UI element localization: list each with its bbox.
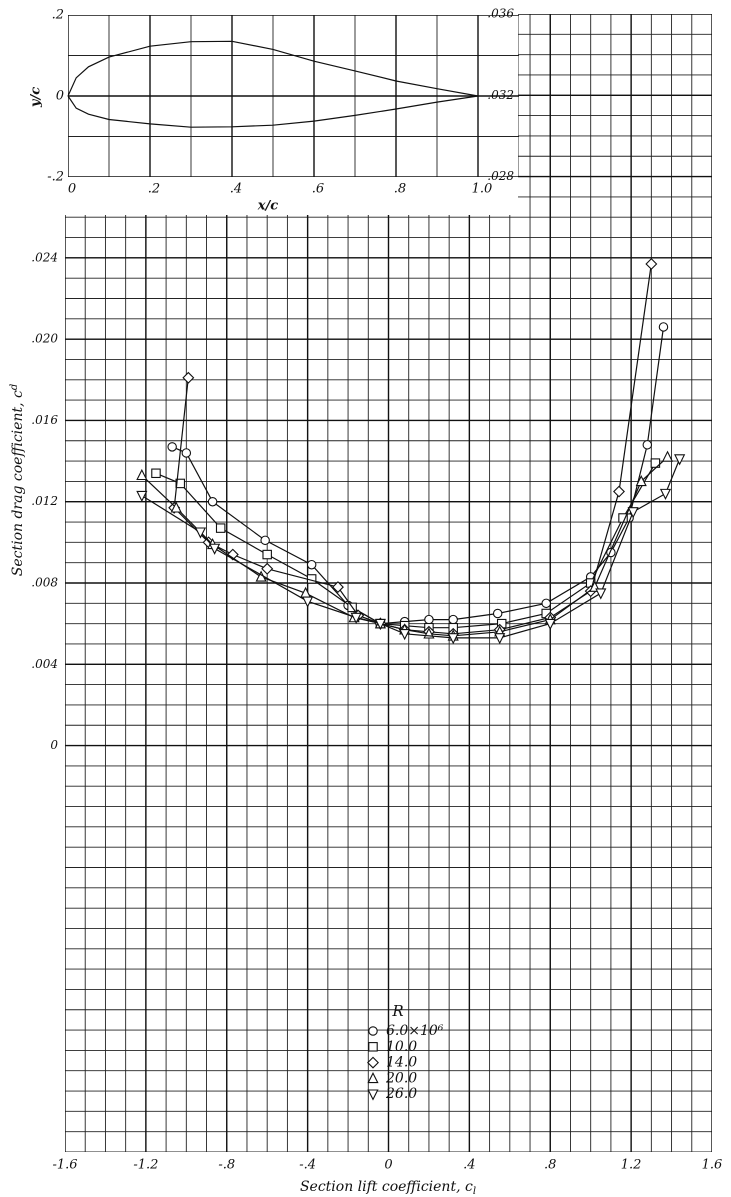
marker xyxy=(209,543,221,555)
marker xyxy=(367,1071,379,1084)
legend-item: 10.0 xyxy=(368,1039,417,1055)
marker xyxy=(302,596,314,608)
y-tick-label: .028 xyxy=(487,169,514,183)
marker xyxy=(331,581,344,594)
marker xyxy=(674,454,686,466)
marker xyxy=(541,598,551,609)
legend-item: 26.0 xyxy=(367,1086,417,1102)
marker xyxy=(492,608,503,619)
y-tick-label: .036 xyxy=(487,7,514,21)
marker xyxy=(659,488,672,501)
main-grid xyxy=(65,14,712,1152)
x-tick-label: 0 xyxy=(384,1158,392,1173)
series-line xyxy=(67,95,479,128)
x-axis-title: Section lift coefficient, cl xyxy=(300,1179,476,1197)
marker xyxy=(136,468,148,481)
marker xyxy=(262,549,272,560)
y-tick-label: .2 xyxy=(52,8,64,23)
inset-y-title: y/c xyxy=(29,87,44,108)
x-tick-label: .4 xyxy=(463,1158,475,1173)
y-tick-label: .004 xyxy=(31,657,58,671)
x-tick-label: .6 xyxy=(312,182,324,197)
marker xyxy=(642,440,653,450)
legend-title: R xyxy=(391,1002,403,1020)
x-tick-label: .8 xyxy=(544,1158,556,1173)
marker xyxy=(650,458,661,468)
marker xyxy=(658,322,669,332)
marker xyxy=(368,1042,378,1052)
x-tick-label: 1.0 xyxy=(472,182,493,197)
plot-layer: -1.6 -1.2 -.8 -.4 0 .4 .8 1.2 1.6 0 .004 .008 .012 .0… xyxy=(31,7,722,1173)
marker xyxy=(194,527,207,539)
marker xyxy=(226,548,239,561)
marker xyxy=(627,507,639,519)
legend-label: 26.0 xyxy=(385,1086,417,1102)
x-tick-label: .4 xyxy=(230,182,242,197)
legend-item: 6.0×10⁶ xyxy=(368,1023,444,1039)
marker xyxy=(613,485,625,498)
series-line xyxy=(141,456,668,637)
marker xyxy=(167,442,177,452)
series-line xyxy=(67,40,479,97)
marker xyxy=(447,633,459,645)
marker xyxy=(374,618,387,631)
y-tick-label: .016 xyxy=(31,413,58,427)
legend-label: 10.0 xyxy=(386,1039,417,1055)
y-tick-label: 0 xyxy=(56,89,64,104)
legend-label: 14.0 xyxy=(386,1055,417,1071)
marker xyxy=(260,535,270,546)
y-tick-label: .008 xyxy=(31,576,58,590)
marker xyxy=(635,474,647,487)
x-tick-label: .2 xyxy=(148,182,160,197)
x-tick-label: -.4 xyxy=(299,1158,316,1173)
x-tick-label: 1.2 xyxy=(621,1158,642,1173)
marker xyxy=(151,468,161,479)
marker xyxy=(215,523,226,533)
marker xyxy=(306,559,317,570)
x-tick-label: 1.6 xyxy=(702,1158,723,1173)
marker xyxy=(399,629,411,641)
legend-label: 20.0 xyxy=(385,1070,417,1086)
y-tick-label: .012 xyxy=(31,494,58,508)
series-line xyxy=(173,263,652,635)
marker xyxy=(368,1026,378,1036)
inset-x-title: x/c xyxy=(257,199,278,214)
marker xyxy=(448,614,458,625)
marker xyxy=(350,612,362,624)
y-tick-label: .032 xyxy=(487,88,514,102)
marker xyxy=(181,448,192,458)
marker xyxy=(595,588,607,600)
series-line xyxy=(141,458,681,639)
marker xyxy=(175,478,185,489)
x-tick-label: 0 xyxy=(68,182,76,197)
y-tick-label: .020 xyxy=(31,332,58,346)
x-tick-label: .8 xyxy=(394,182,406,197)
marker xyxy=(367,1089,379,1101)
marker xyxy=(367,1056,379,1069)
marker xyxy=(645,257,658,270)
y-axis-title: Section drag coefficient, cd xyxy=(9,384,27,576)
marker xyxy=(300,586,312,598)
inset-grid xyxy=(68,15,519,177)
marker xyxy=(494,633,506,645)
marker xyxy=(170,501,182,513)
legend-label: 6.0×10⁶ xyxy=(386,1023,444,1039)
legend-item: 20.0 xyxy=(367,1070,417,1086)
y-tick-label: .024 xyxy=(31,250,58,264)
x-tick-label: -1.2 xyxy=(133,1158,158,1173)
marker xyxy=(424,614,434,625)
marker xyxy=(136,490,148,503)
marker xyxy=(182,371,195,384)
x-tick-label: -1.6 xyxy=(52,1158,77,1173)
y-tick-label: -.2 xyxy=(47,170,64,185)
marker xyxy=(544,618,556,631)
x-tick-label: -.8 xyxy=(218,1158,235,1173)
legend-item: 14.0 xyxy=(367,1055,417,1071)
marker xyxy=(261,562,274,575)
y-tick-label: 0 xyxy=(50,738,58,752)
marker xyxy=(661,450,674,462)
marker xyxy=(207,496,218,507)
